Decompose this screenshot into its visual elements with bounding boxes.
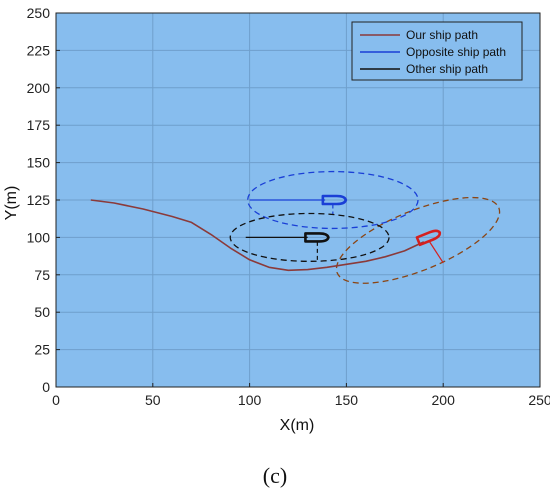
our-ship-domain-ellipse (335, 196, 501, 284)
x-tick-label: 150 (335, 392, 359, 408)
opposite-ship-icon (321, 194, 348, 206)
y-tick-labels: 0 25 50 75 100 125 150 175 200 225 250 (27, 5, 60, 395)
legend: Our ship path Opposite ship path Other shi… (351, 21, 523, 81)
opposite-ship-hull (321, 194, 348, 206)
ship-paths (90, 199, 425, 272)
series-line-0 (90, 199, 425, 272)
y-axis-label: Y(m) (3, 186, 20, 221)
y-tick-label: 200 (27, 80, 51, 96)
other-ship-icon (304, 232, 330, 243)
our-ship-icon (415, 229, 442, 247)
legend-box (351, 21, 523, 81)
x-tick-labels: 0 50 100 150 200 250 (52, 383, 550, 408)
x-tick-label: 250 (528, 392, 550, 408)
legend-label: Other ship path (406, 62, 488, 76)
y-tick-label: 0 (42, 379, 50, 395)
y-tick-label: 150 (27, 155, 51, 171)
y-tick-label: 100 (27, 229, 51, 245)
other-ship-hull (304, 232, 330, 243)
x-tick-label: 200 (432, 392, 456, 408)
x-axis-label: X(m) (280, 417, 315, 434)
ship-domain-ellipses (229, 170, 501, 284)
y-tick-label: 125 (27, 192, 51, 208)
y-tick-label: 75 (34, 267, 50, 283)
y-tick-label: 25 (34, 342, 50, 358)
other-ship-domain-ellipse (229, 212, 390, 262)
ship-markers (304, 194, 442, 247)
y-tick-label: 225 (27, 42, 51, 58)
our-ship-hull (415, 229, 442, 247)
legend-label: Our ship path (406, 28, 478, 42)
figure-caption: (c) (263, 463, 287, 488)
x-tick-label: 50 (145, 392, 161, 408)
x-tick-label: 0 (52, 392, 60, 408)
x-tick-label: 100 (238, 392, 262, 408)
opposite-ship-domain-ellipse (247, 170, 419, 230)
our-ship-leader-line (429, 241, 444, 264)
legend-label: Opposite ship path (406, 45, 506, 59)
y-tick-label: 50 (34, 304, 50, 320)
y-tick-label: 175 (27, 117, 51, 133)
y-tick-label: 250 (27, 5, 51, 21)
